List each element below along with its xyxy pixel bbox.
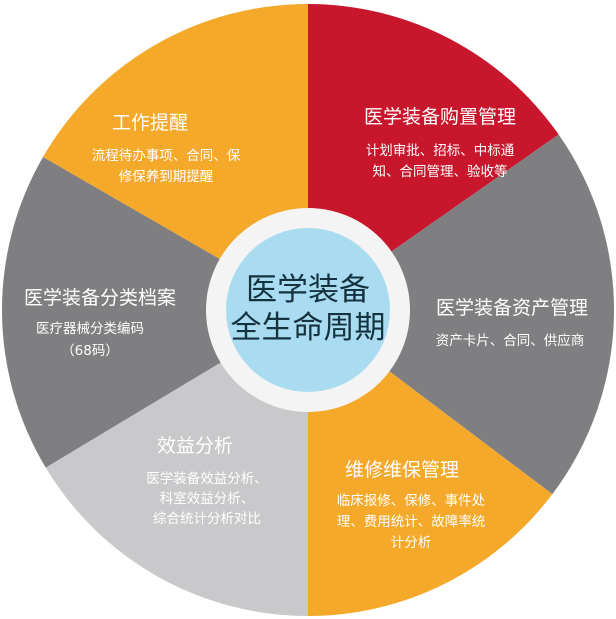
segment-benefit-analysis: 效益分析 医学装备效益分析、 科室效益分析、 综合统计分析对比 xyxy=(146,435,268,527)
center-circle xyxy=(226,228,390,392)
wedge-asset-management xyxy=(308,134,614,495)
segment-desc: 科室效益分析、 xyxy=(160,490,255,507)
segment-classification-archive: 医学装备分类档案 医疗器械分类编码 （68码） xyxy=(24,287,176,359)
segment-title: 工作提醒 xyxy=(112,112,188,134)
segment-title: 效益分析 xyxy=(157,435,233,457)
segment-desc: 综合统计分析对比 xyxy=(153,511,261,527)
segment-desc: 理、费用统计、故障率统 xyxy=(337,513,486,530)
center-title-line1: 医学装备 xyxy=(246,272,370,308)
segment-work-reminder: 工作提醒 流程待办事项、合同、保 修保养到期提醒 xyxy=(92,112,241,185)
segment-desc: 临床报修、保修、事件处 xyxy=(337,493,486,509)
segment-desc: 资产卡片、合同、供应商 xyxy=(436,332,585,349)
segment-desc: 计划审批、招标、中标通 xyxy=(366,143,515,159)
segment-title: 维修维保管理 xyxy=(345,459,459,481)
segment-desc: （68码） xyxy=(61,343,119,359)
segment-title: 医学装备购置管理 xyxy=(364,106,516,128)
segment-desc: 知、合同管理、验收等 xyxy=(373,163,508,180)
segment-title: 医学装备分类档案 xyxy=(24,287,176,309)
center-title-line2: 全生命周期 xyxy=(231,310,386,346)
segment-procurement: 医学装备购置管理 计划审批、招标、中标通 知、合同管理、验收等 xyxy=(364,106,516,180)
segment-asset-management: 医学装备资产管理 资产卡片、合同、供应商 xyxy=(436,297,588,349)
segment-maintenance: 维修维保管理 临床报修、保修、事件处 理、费用统计、故障率统 计分析 xyxy=(337,459,486,551)
wedge-classification-archive xyxy=(2,157,309,468)
segment-desc: 计分析 xyxy=(391,535,432,551)
segment-desc: 流程待办事项、合同、保 xyxy=(92,148,241,164)
segment-desc: 修保养到期提醒 xyxy=(119,169,214,185)
segment-desc: 医学装备效益分析、 xyxy=(146,470,268,487)
segment-title: 医学装备资产管理 xyxy=(436,297,588,319)
segment-desc: 医疗器械分类编码 xyxy=(36,321,144,337)
